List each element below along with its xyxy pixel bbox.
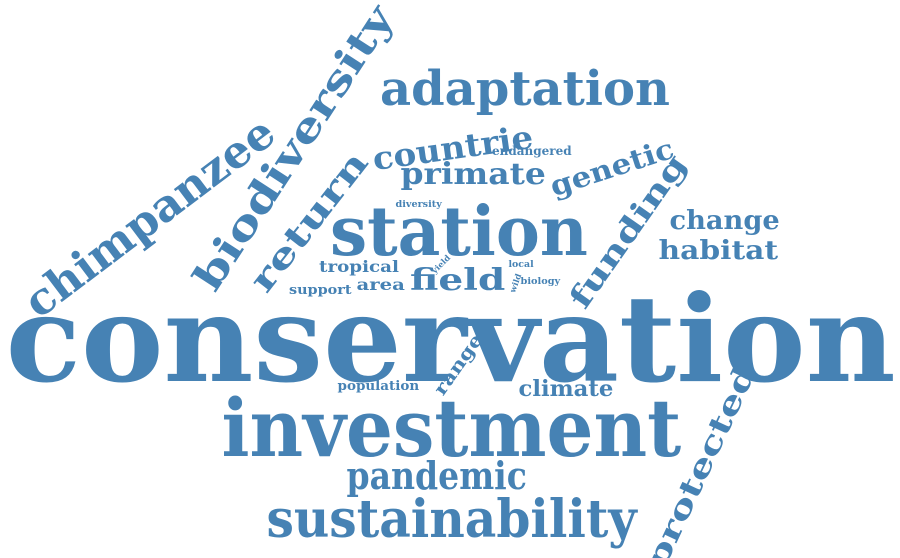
word-habitat: habitat xyxy=(658,236,778,266)
word-conservation: conservation xyxy=(5,269,896,410)
word-population: population xyxy=(337,378,419,394)
word-change: change xyxy=(668,206,780,236)
word-primate: primate xyxy=(400,157,546,192)
word-adaptation: adaptation xyxy=(380,61,670,117)
word-investment: investment xyxy=(220,381,681,475)
word-pandemic: pandemic xyxy=(345,453,527,498)
word-station: station xyxy=(329,192,588,272)
word-area: area xyxy=(355,275,405,294)
word-diversity: diversity xyxy=(394,199,442,210)
word-local: local xyxy=(508,259,534,270)
word-biology: biology xyxy=(520,276,560,287)
word-tropical: tropical xyxy=(318,257,399,276)
word-sustainability: sustainability xyxy=(265,489,637,550)
word-support: support xyxy=(288,282,352,298)
word-endangered: endangered xyxy=(492,144,572,158)
word-field: field xyxy=(409,263,505,298)
word-climate: climate xyxy=(518,376,614,402)
